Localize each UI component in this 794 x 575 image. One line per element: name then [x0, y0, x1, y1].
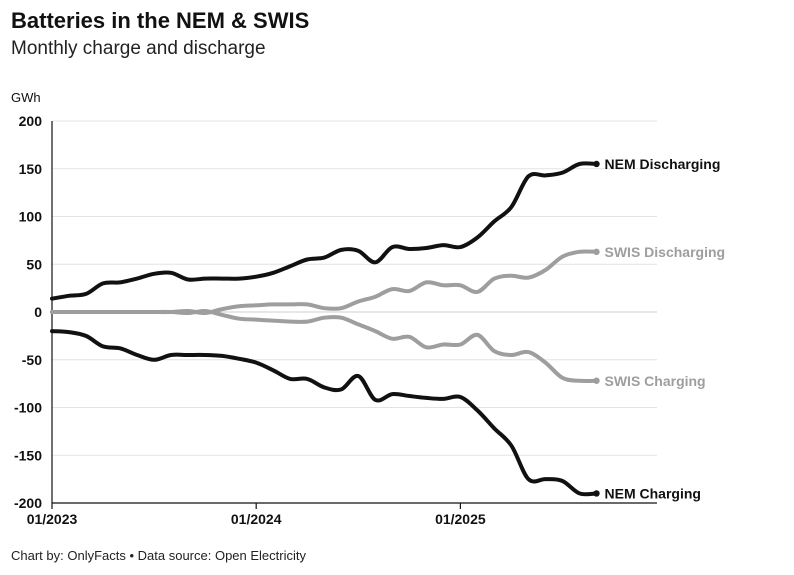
y-axis-unit-label: GWh	[11, 90, 41, 105]
y-tick-label: -50	[22, 352, 42, 368]
y-tick-label: 100	[19, 209, 43, 225]
x-axis-ticks: 01/2023 01/2024 01/2025	[27, 503, 486, 527]
series-line-swis-discharging	[50, 249, 599, 316]
y-tick-label: 50	[26, 256, 42, 272]
series-label-swis-charging: SWIS Charging	[605, 373, 706, 389]
series-label-nem-discharging: NEM Discharging	[605, 156, 721, 172]
y-tick-label: 200	[19, 113, 43, 129]
x-tick-label: 01/2024	[231, 511, 282, 527]
y-tick-label: -150	[14, 447, 42, 463]
series-end-point-nem-discharging	[593, 160, 600, 168]
y-tick-label: -100	[14, 400, 42, 416]
y-tick-label: -200	[14, 495, 42, 511]
series-label-swis-discharging: SWIS Discharging	[605, 244, 726, 260]
series-end-point-nem-charging	[593, 490, 600, 497]
y-tick-label: 150	[19, 161, 43, 177]
y-axis-ticks: 200 150 100 50 0 -50 -100 -150 -200	[14, 113, 42, 511]
source-credit: Chart by: OnlyFacts • Data source: Open …	[11, 548, 306, 563]
series-line-nem-charging	[50, 329, 599, 497]
chart-title: Batteries in the NEM & SWIS	[11, 8, 310, 33]
x-tick-label: 01/2023	[27, 511, 78, 527]
series-end-point-swis-charging	[593, 377, 600, 384]
series-line-nem-discharging	[50, 161, 599, 301]
y-tick-label: 0	[34, 304, 42, 320]
series-labels: SWIS Discharging SWIS Charging NEM Dischar…	[605, 156, 726, 501]
series-line-swis-charging	[50, 308, 599, 383]
series-end-point-swis-discharging	[593, 248, 600, 256]
series-lines	[50, 160, 600, 497]
series-label-nem-charging: NEM Charging	[605, 485, 701, 501]
x-tick-label: 01/2025	[435, 511, 486, 527]
chart-subtitle: Monthly charge and discharge	[11, 38, 266, 59]
